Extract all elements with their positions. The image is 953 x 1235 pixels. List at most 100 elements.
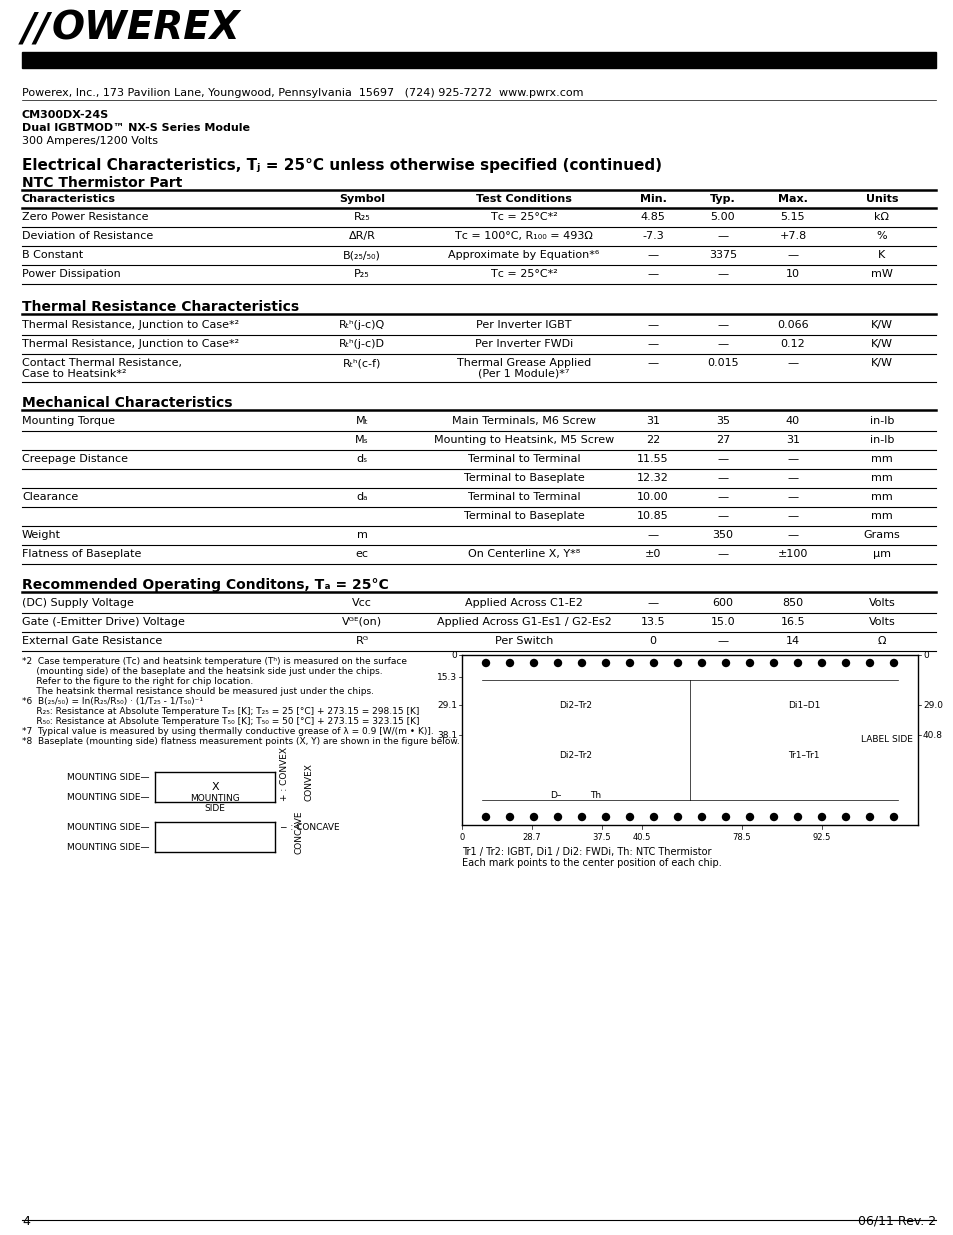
Circle shape xyxy=(482,814,489,820)
Text: Mounting Torque: Mounting Torque xyxy=(22,416,115,426)
Text: Applied Across C1-E2: Applied Across C1-E2 xyxy=(464,598,582,608)
Text: X: X xyxy=(211,782,218,792)
Text: 78.5: 78.5 xyxy=(732,832,751,842)
Text: Mounting to Heatsink, M5 Screw: Mounting to Heatsink, M5 Screw xyxy=(434,435,614,445)
Circle shape xyxy=(482,659,489,667)
Circle shape xyxy=(530,659,537,667)
Text: *7  Typical value is measured by using thermally conductive grease of λ = 0.9 [W: *7 Typical value is measured by using th… xyxy=(22,727,434,736)
Text: 0.066: 0.066 xyxy=(777,320,808,330)
Text: 0: 0 xyxy=(923,651,928,659)
Text: —: — xyxy=(717,338,728,350)
Text: Applied Across G1-Es1 / G2-Es2: Applied Across G1-Es1 / G2-Es2 xyxy=(436,618,611,627)
Text: 22: 22 xyxy=(645,435,659,445)
Text: D–: D– xyxy=(550,790,561,799)
Text: —: — xyxy=(647,249,658,261)
Text: Di1–D1: Di1–D1 xyxy=(787,700,820,709)
Text: —: — xyxy=(786,511,798,521)
Text: MOUNTING SIDE—: MOUNTING SIDE— xyxy=(68,773,150,782)
Circle shape xyxy=(865,814,873,820)
Text: CM300DX-24S: CM300DX-24S xyxy=(22,110,110,120)
Text: On Centerline X, Y*⁸: On Centerline X, Y*⁸ xyxy=(468,550,579,559)
Text: 0: 0 xyxy=(459,832,464,842)
Text: Volts: Volts xyxy=(868,618,895,627)
Text: Contact Thermal Resistance,: Contact Thermal Resistance, xyxy=(22,358,182,368)
Text: 31: 31 xyxy=(645,416,659,426)
Text: Rₜʰ(j-c)D: Rₜʰ(j-c)D xyxy=(338,338,385,350)
Text: Vᴄᴄ: Vᴄᴄ xyxy=(352,598,372,608)
Text: —: — xyxy=(717,231,728,241)
Circle shape xyxy=(721,659,729,667)
Circle shape xyxy=(745,659,753,667)
Text: Weight: Weight xyxy=(22,530,61,540)
Circle shape xyxy=(602,659,609,667)
Text: *8  Baseplate (mounting side) flatness measurement points (X, Y) are shown in th: *8 Baseplate (mounting side) flatness me… xyxy=(22,737,459,746)
Text: Refer to the figure to the right for chip location.: Refer to the figure to the right for chi… xyxy=(22,677,253,685)
Text: Each mark points to the center position of each chip.: Each mark points to the center position … xyxy=(461,858,721,868)
Text: —: — xyxy=(647,320,658,330)
Text: 15.0: 15.0 xyxy=(710,618,735,627)
Text: Thermal Resistance, Junction to Case*²: Thermal Resistance, Junction to Case*² xyxy=(22,320,239,330)
Text: 5.15: 5.15 xyxy=(780,212,804,222)
Text: 29.1: 29.1 xyxy=(436,700,456,709)
Text: The heatsink thermal resistance should be measured just under the chips.: The heatsink thermal resistance should b… xyxy=(22,687,374,697)
Text: Thermal Resistance Characteristics: Thermal Resistance Characteristics xyxy=(22,300,299,314)
Text: Zero Power Resistance: Zero Power Resistance xyxy=(22,212,149,222)
Text: ±0: ±0 xyxy=(644,550,660,559)
Circle shape xyxy=(818,659,824,667)
Text: MOUNTING SIDE—: MOUNTING SIDE— xyxy=(68,823,150,831)
Text: 10: 10 xyxy=(785,269,800,279)
Circle shape xyxy=(745,814,753,820)
Text: mW: mW xyxy=(870,269,892,279)
Text: ΔR/R: ΔR/R xyxy=(348,231,375,241)
Text: —: — xyxy=(786,454,798,464)
Circle shape xyxy=(818,814,824,820)
Text: 40.8: 40.8 xyxy=(923,730,942,740)
Text: 300 Amperes/1200 Volts: 300 Amperes/1200 Volts xyxy=(22,136,158,146)
Circle shape xyxy=(602,814,609,820)
Text: K: K xyxy=(878,249,884,261)
Text: Case to Heatsink*²: Case to Heatsink*² xyxy=(22,369,127,379)
Text: 0: 0 xyxy=(649,636,656,646)
Text: (DC) Supply Voltage: (DC) Supply Voltage xyxy=(22,598,133,608)
Text: Rᴳ: Rᴳ xyxy=(355,636,368,646)
Circle shape xyxy=(841,659,848,667)
Text: Th: Th xyxy=(590,790,601,799)
Text: Powerex, Inc., 173 Pavilion Lane, Youngwood, Pennsylvania  15697   (724) 925-727: Powerex, Inc., 173 Pavilion Lane, Youngw… xyxy=(22,88,583,98)
Circle shape xyxy=(770,659,777,667)
Text: 27: 27 xyxy=(715,435,729,445)
Text: —: — xyxy=(717,636,728,646)
Circle shape xyxy=(578,659,585,667)
Text: 0.015: 0.015 xyxy=(706,358,738,368)
Circle shape xyxy=(626,659,633,667)
Text: Tᴄ = 100°C, R₁₀₀ = 493Ω: Tᴄ = 100°C, R₁₀₀ = 493Ω xyxy=(455,231,593,241)
Text: Per Switch: Per Switch xyxy=(495,636,553,646)
Text: Tᴄ = 25°C*²: Tᴄ = 25°C*² xyxy=(490,269,557,279)
Circle shape xyxy=(578,814,585,820)
Text: K/W: K/W xyxy=(870,338,892,350)
Text: 06/11 Rev. 2: 06/11 Rev. 2 xyxy=(857,1215,935,1228)
Text: 40.5: 40.5 xyxy=(632,832,651,842)
Text: —: — xyxy=(717,320,728,330)
Circle shape xyxy=(554,659,561,667)
Text: 11.55: 11.55 xyxy=(637,454,668,464)
Text: Flatness of Baseplate: Flatness of Baseplate xyxy=(22,550,141,559)
Circle shape xyxy=(698,814,705,820)
Circle shape xyxy=(674,659,680,667)
Text: Di2–Tr2: Di2–Tr2 xyxy=(558,700,592,709)
Text: —: — xyxy=(786,492,798,501)
Text: Rₜʰ(j-c)Q: Rₜʰ(j-c)Q xyxy=(338,320,385,330)
Text: 5.00: 5.00 xyxy=(710,212,735,222)
Text: Test Conditions: Test Conditions xyxy=(476,194,572,204)
Text: —: — xyxy=(717,511,728,521)
Text: OWEREX: OWEREX xyxy=(52,10,240,48)
Text: Dual IGBTMOD™ NX-S Series Module: Dual IGBTMOD™ NX-S Series Module xyxy=(22,124,250,133)
Circle shape xyxy=(650,659,657,667)
Text: Ω: Ω xyxy=(877,636,885,646)
Text: 0.12: 0.12 xyxy=(780,338,804,350)
Text: Vᴳᴱ(on): Vᴳᴱ(on) xyxy=(341,618,381,627)
Text: mm: mm xyxy=(870,454,892,464)
Text: 31: 31 xyxy=(785,435,800,445)
Text: //: // xyxy=(22,10,51,48)
Circle shape xyxy=(889,814,897,820)
Text: mm: mm xyxy=(870,492,892,501)
